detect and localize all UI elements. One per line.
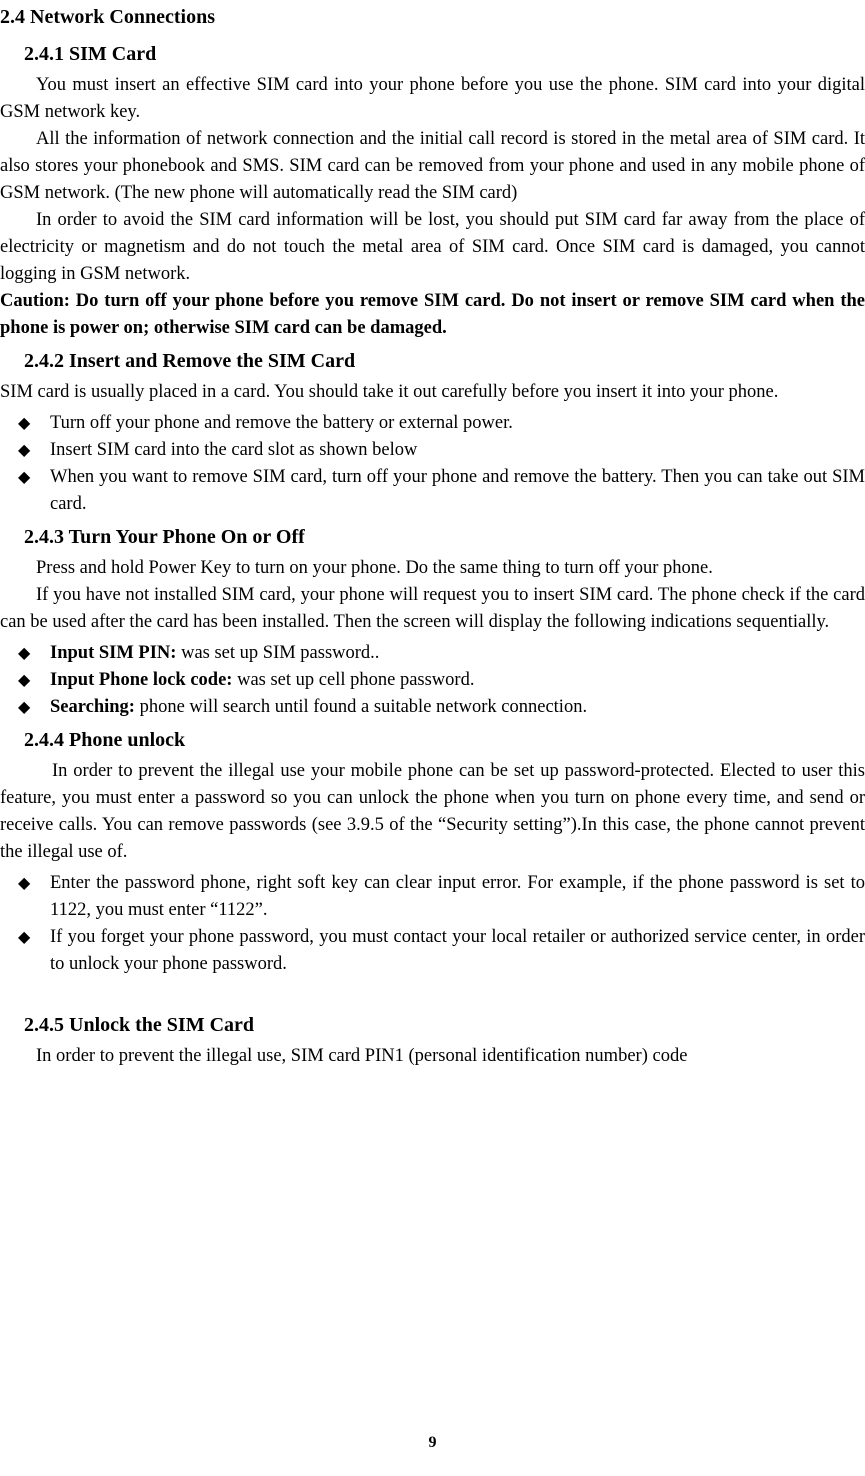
list-item: Input Phone lock code: was set up cell p… (18, 667, 865, 694)
paragraph: In order to prevent the illegal use your… (0, 758, 865, 866)
item-text: was set up SIM password.. (176, 643, 379, 663)
heading-2-4-1: 2.4.1 SIM Card (24, 43, 865, 66)
paragraph: In order to avoid the SIM card informati… (0, 207, 865, 288)
list-item: When you want to remove SIM card, turn o… (18, 464, 865, 518)
paragraph: All the information of network connectio… (0, 126, 865, 207)
bullet-list: Enter the password phone, right soft key… (0, 870, 865, 978)
list-item: If you forget your phone password, you m… (18, 924, 865, 978)
heading-2-4-5: 2.4.5 Unlock the SIM Card (24, 1014, 865, 1037)
spacer (0, 982, 865, 1006)
bullet-list: Input SIM PIN: was set up SIM password..… (0, 640, 865, 721)
item-label: Input SIM PIN: (50, 643, 176, 663)
paragraph: Press and hold Power Key to turn on your… (0, 555, 865, 582)
heading-2-4-3: 2.4.3 Turn Your Phone On or Off (24, 526, 865, 549)
bullet-list: Turn off your phone and remove the batte… (0, 410, 865, 518)
heading-2-4: 2.4 Network Connections (0, 6, 865, 29)
paragraph: In order to prevent the illegal use, SIM… (0, 1043, 865, 1070)
heading-2-4-2: 2.4.2 Insert and Remove the SIM Card (24, 350, 865, 373)
list-item: Input SIM PIN: was set up SIM password.. (18, 640, 865, 667)
item-label: Searching: (50, 697, 135, 717)
document-page: 2.4 Network Connections 2.4.1 SIM Card Y… (0, 0, 865, 1476)
item-label: Input Phone lock code: (50, 670, 232, 690)
heading-2-4-4: 2.4.4 Phone unlock (24, 729, 865, 752)
paragraph: You must insert an effective SIM card in… (0, 72, 865, 126)
paragraph: SIM card is usually placed in a card. Yo… (0, 379, 865, 406)
item-text: phone will search until found a suitable… (135, 697, 587, 717)
list-item: Turn off your phone and remove the batte… (18, 410, 865, 437)
list-item: Insert SIM card into the card slot as sh… (18, 437, 865, 464)
page-number: 9 (0, 1434, 865, 1452)
paragraph: If you have not installed SIM card, your… (0, 582, 865, 636)
list-item: Enter the password phone, right soft key… (18, 870, 865, 924)
list-item: Searching: phone will search until found… (18, 694, 865, 721)
item-text: was set up cell phone password. (232, 670, 474, 690)
caution-paragraph: Caution: Do turn off your phone before y… (0, 288, 865, 342)
